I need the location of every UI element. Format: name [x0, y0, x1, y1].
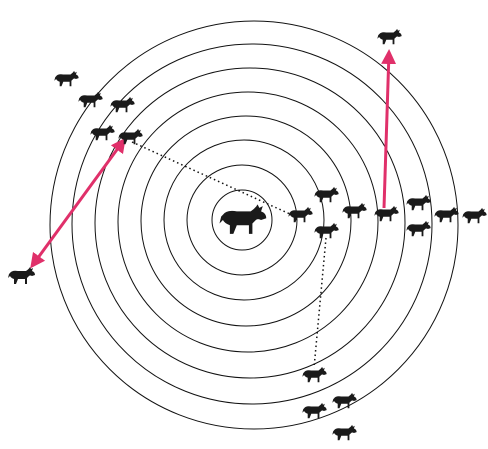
animal [302, 403, 326, 418]
animal [332, 425, 356, 440]
animal [288, 207, 312, 222]
central-animal [219, 204, 266, 233]
animal [302, 367, 326, 382]
diagram [0, 0, 488, 449]
arrows [32, 52, 389, 266]
animal [54, 71, 78, 86]
animal [78, 92, 102, 107]
rings [50, 21, 458, 429]
dotted-links [132, 142, 326, 368]
page [0, 0, 488, 449]
animal [314, 223, 338, 238]
animal [406, 195, 430, 210]
animal [8, 267, 35, 284]
animal [332, 393, 356, 408]
animals [8, 29, 487, 440]
animal [462, 208, 486, 223]
animal [342, 203, 366, 218]
animal [434, 207, 458, 222]
animal [377, 29, 401, 44]
animal [406, 221, 430, 236]
